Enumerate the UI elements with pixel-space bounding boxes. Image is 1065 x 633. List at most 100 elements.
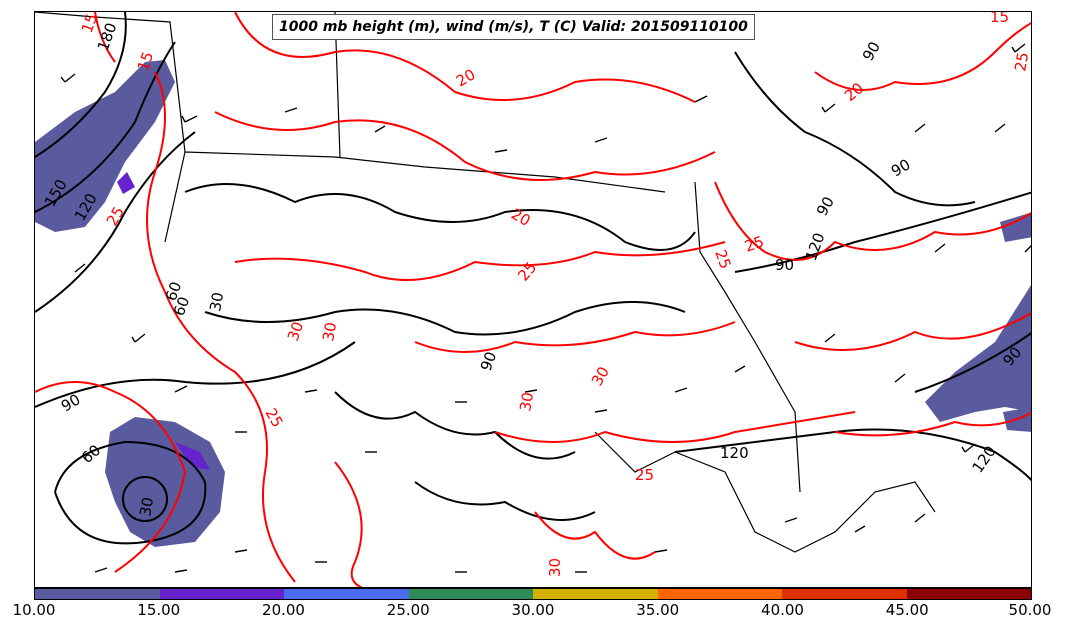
contour-label-height: 120 — [969, 443, 1000, 477]
contour-label-height: 90 — [477, 349, 500, 373]
wind-barb — [1011, 43, 1026, 53]
height-contour-jagged-2 — [204, 301, 686, 336]
colorbar-tick-label: 20.00 — [262, 601, 305, 619]
height-contour-120-east — [674, 428, 1031, 482]
wind-barb — [934, 243, 946, 253]
contour-label-temperature: 25 — [635, 466, 654, 484]
wind-barb — [654, 549, 668, 553]
contour-label-height: 90 — [775, 256, 794, 274]
contour-label-height: 90 — [813, 193, 838, 219]
height-contour-60 — [54, 440, 207, 545]
shade-region-sw — [105, 417, 225, 547]
height-contour-150 — [35, 41, 176, 213]
wind-barb — [961, 443, 976, 453]
height-contour-180 — [35, 12, 127, 158]
contour-label-temperature: 25 — [514, 258, 540, 284]
wind-barb — [374, 125, 386, 133]
height-contour-30 — [122, 476, 168, 522]
wind-barb — [594, 137, 608, 143]
temp-contour-25-east — [794, 311, 1031, 351]
wind-barb — [494, 149, 508, 153]
wind-barbs — [60, 43, 1031, 573]
shade-core-sw — [175, 442, 210, 470]
temp-contour-25-west — [35, 381, 187, 573]
colorbar-segment — [657, 589, 782, 599]
height-contours — [35, 12, 1031, 545]
contour-label-height: 120 — [720, 444, 749, 462]
wind-speed-shading-light — [117, 172, 210, 470]
height-contour-90-east — [734, 191, 1031, 273]
colorbar-segment — [35, 589, 160, 599]
temp-contour-25-central — [234, 241, 726, 281]
temp-contour-30-sw — [334, 461, 363, 587]
contour-label-height: 30 — [136, 496, 157, 518]
colorbar-tick-label: 25.00 — [386, 601, 430, 619]
wind-barb — [284, 107, 298, 113]
map-title: 1000 mb height (m), wind (m/s), T (C) Va… — [272, 14, 755, 40]
map-panel: 180 150 120 90 60 30 90 60 90 90 120 120… — [34, 11, 1032, 588]
wind-barb — [94, 567, 108, 573]
colorbar-tick-label: 50.00 — [1008, 601, 1052, 619]
contour-label-height: 60 — [162, 279, 185, 303]
wind-barb — [74, 263, 86, 273]
contour-label-temperature: 20 — [453, 65, 479, 90]
wind-barb — [174, 385, 188, 393]
colorbar-segment — [906, 589, 1031, 599]
colorbar-segment — [782, 589, 907, 599]
weather-map: 180 150 120 90 60 30 90 60 90 90 120 120… — [35, 12, 1032, 587]
height-contour-90-se — [914, 332, 1031, 393]
contour-label-temperature: 25 — [742, 232, 766, 255]
colorbar-segment — [408, 589, 533, 599]
contour-label-temperature: 30 — [319, 321, 340, 343]
contour-label-height: 30 — [206, 291, 227, 313]
height-contour-120 — [35, 131, 196, 313]
wind-barb — [894, 373, 906, 383]
temp-contour-15-east — [814, 22, 1031, 91]
contour-label-temperature: 20 — [508, 205, 534, 230]
colorbar-tick-label: 40.00 — [761, 601, 804, 619]
wind-barb — [1024, 245, 1031, 253]
coastline-gulf — [594, 431, 936, 553]
wind-barb — [181, 115, 198, 123]
height-contour-jagged-4 — [414, 481, 596, 521]
wind-barb — [304, 389, 318, 393]
wind-barb — [821, 103, 836, 113]
colorbar-tick-label: 35.00 — [636, 601, 680, 619]
contour-label-temperature: 15 — [990, 12, 1009, 26]
wind-barb — [824, 333, 836, 343]
wind-barb — [914, 123, 926, 133]
wind-barb — [174, 569, 188, 573]
temp-contour-15-north — [234, 12, 696, 103]
contour-label-temperature: 30 — [284, 319, 307, 343]
wind-barb — [131, 333, 146, 343]
contour-label-height: 90 — [888, 155, 914, 180]
contour-label-temperature: 15 — [134, 49, 157, 73]
colorbar-segment — [533, 589, 658, 599]
colorbar-tick-label: 45.00 — [885, 601, 929, 619]
colorbar-tick-label: 15.00 — [137, 601, 181, 619]
contour-label-temperature: 25 — [1011, 51, 1032, 73]
temp-contour-30-central — [414, 321, 736, 353]
colorbar-tick-label: 30.00 — [511, 601, 555, 619]
wind-barb — [914, 513, 926, 523]
wind-barb — [694, 95, 708, 103]
wind-barb — [674, 387, 688, 393]
contour-label-height: 120 — [802, 230, 829, 263]
height-contour-jagged-3 — [334, 391, 576, 460]
contour-label-temperature: 25 — [711, 247, 734, 271]
temp-contour-25-se — [834, 411, 1031, 437]
contour-label-height: 90 — [859, 38, 884, 64]
wind-barb — [594, 409, 608, 413]
colorbar — [34, 588, 1032, 600]
height-contour-jagged-1 — [184, 183, 696, 251]
wind-barb — [994, 123, 1006, 133]
wind-barb — [734, 365, 746, 373]
contour-label-temperature: 30 — [546, 558, 564, 577]
contour-label-height: 60 — [78, 441, 104, 467]
temp-contour-20-east — [714, 181, 1031, 261]
temp-contour-20-west — [146, 71, 296, 583]
contour-label-temperature: 20 — [841, 79, 867, 105]
shade-region-se — [925, 285, 1031, 422]
contour-label-temperature: 30 — [588, 363, 613, 389]
wind-barb — [234, 549, 248, 553]
